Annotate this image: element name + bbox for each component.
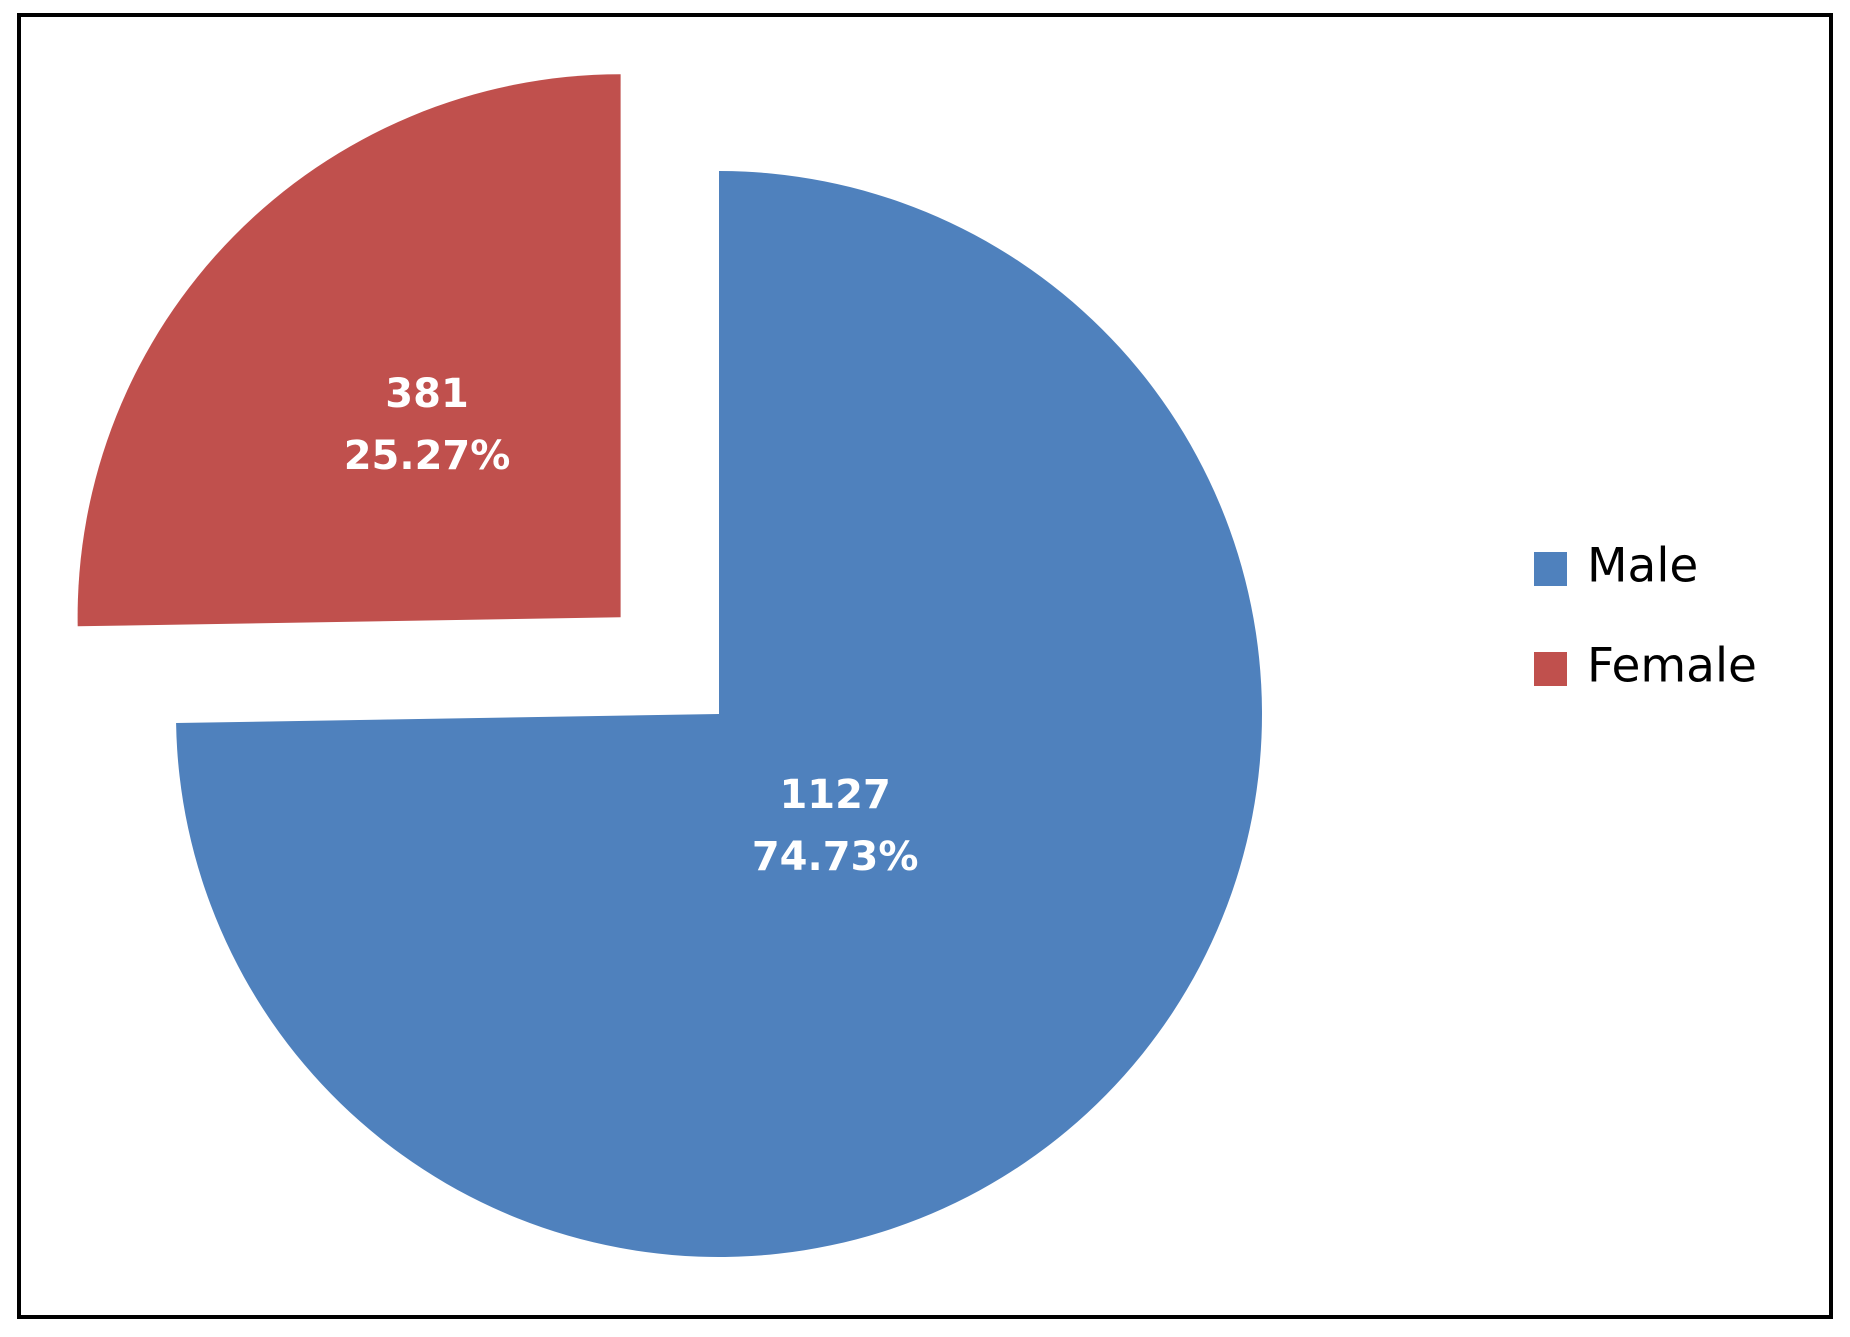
pie-slice bbox=[176, 171, 1262, 1257]
value-label: 381 bbox=[385, 371, 469, 417]
legend-swatch bbox=[1534, 652, 1567, 686]
legend-label: Female bbox=[1587, 639, 1757, 694]
pie-slice bbox=[77, 74, 621, 627]
percent-label: 74.73% bbox=[752, 834, 919, 880]
percent-label: 25.27% bbox=[344, 433, 511, 479]
value-label: 1127 bbox=[779, 772, 890, 818]
legend-swatch bbox=[1534, 552, 1567, 586]
legend-label: Male bbox=[1587, 539, 1698, 594]
